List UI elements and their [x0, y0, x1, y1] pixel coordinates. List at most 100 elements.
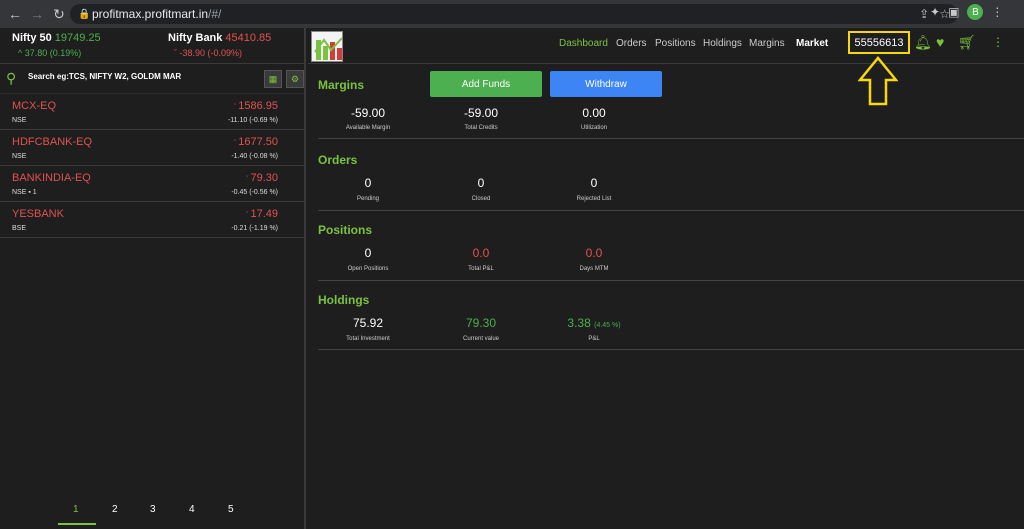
holding-count: 1 [32, 189, 37, 196]
index-name: Nifty Bank [168, 32, 223, 44]
margins-title: Margins [318, 78, 365, 92]
total-investment-label: Total Investment [346, 336, 390, 342]
rejected-orders-label: Rejected List [576, 196, 612, 202]
nav-margins[interactable]: Margins [749, 38, 785, 49]
logo-graphic [312, 32, 342, 61]
days-mtm-value: 0.0 [585, 246, 603, 260]
browser-toolbar: ← → ↻ 🔒 profitmax.profitmart.in/#/ ⇪ ☆ ✦… [0, 0, 1024, 28]
watchlist-price: ˇ 1586.95 [234, 100, 278, 112]
bell-icon[interactable]: 🔔︎ [914, 34, 932, 50]
page-tab-3[interactable]: 3 [150, 504, 156, 515]
watchlist-pagination: 1 2 3 4 5 [0, 498, 306, 528]
divider [318, 349, 1024, 350]
watchlist-exchange: BSE [12, 225, 27, 232]
utilization-label: Utilization [580, 125, 607, 131]
bookmark-star-icon[interactable]: ☆ [939, 7, 950, 21]
index-change-text: 37.80 (0.19%) [24, 48, 82, 58]
utilization-value: 0.00 [582, 106, 606, 120]
watchlist-change: -0.45 (-0.56 %) [231, 189, 278, 196]
back-icon[interactable]: ← [8, 6, 22, 22]
divider [318, 138, 1024, 139]
index-change: ˇ -38.90 (-0.09%) [168, 48, 271, 58]
watchlist-change: -11.10 (-0.69 %) [227, 117, 278, 124]
watchlist-symbol: BANKINDIA-EQ [12, 172, 91, 184]
pending-orders-value[interactable]: 0 [364, 176, 372, 190]
divider [318, 210, 1024, 211]
watchlist-item[interactable]: BANKINDIA-EQ ˇ 79.30 NSE ▪ 1 -0.45 (-0.56… [0, 166, 304, 202]
index-value: 19749.25 [54, 32, 101, 44]
watchlist-symbol: YESBANK [12, 208, 64, 220]
nav-positions[interactable]: Positions [655, 38, 696, 49]
down-caret-icon: ˇ [246, 212, 249, 219]
holdings-pnl-value: 3.38 (4.45 %) [534, 316, 654, 330]
watchlist-symbol: MCX-EQ [12, 100, 56, 112]
brand-logo[interactable] [311, 31, 343, 62]
down-caret-icon: ˇ [246, 176, 249, 183]
price-value: 1586.95 [238, 100, 278, 112]
grid-view-icon[interactable]: ▦ [264, 70, 282, 88]
watchlist-item[interactable]: HDFCBANK-EQ ˇ 1677.50 NSE -1.40 (-0.08 %) [0, 130, 304, 166]
reload-icon[interactable]: ↻ [53, 5, 65, 22]
open-positions-label: Open Positions [347, 266, 389, 272]
price-value: 1677.50 [238, 136, 278, 148]
heart-pulse-icon[interactable]: ♥ [936, 34, 945, 50]
holdings-title: Holdings [318, 293, 370, 307]
divider [318, 280, 1024, 281]
down-caret-icon: ˇ [233, 104, 237, 111]
index-nifty50[interactable]: Nifty 50 19749.25 ^ 37.80 (0.19%) [12, 32, 101, 58]
exchange-text: NSE [12, 189, 27, 196]
share-icon[interactable]: ⇪ [919, 7, 930, 21]
positions-title: Positions [318, 223, 373, 237]
lock-icon: 🔒 [78, 8, 91, 20]
nav-orders[interactable]: Orders [616, 38, 647, 49]
holdings-pnl-label: P&L [588, 336, 600, 342]
open-positions-value[interactable]: 0 [364, 246, 372, 260]
watchlist-price: ˇ 79.30 [246, 172, 278, 184]
index-change-text: -38.90 (-0.09%) [179, 48, 243, 58]
watchlist-change: -0.21 (-1.19 %) [231, 225, 278, 232]
watchlist-item[interactable]: YESBANK ˇ 17.49 BSE -0.21 (-1.19 %) [0, 202, 304, 238]
index-niftybank[interactable]: Nifty Bank 45410.85 ˇ -38.90 (-0.09%) [168, 32, 271, 58]
extensions-icon[interactable]: ✦ [930, 5, 941, 19]
nav-dashboard[interactable]: Dashboard [559, 38, 608, 49]
annotation-arrow-icon [858, 56, 898, 106]
withdraw-button[interactable]: Withdraw [550, 71, 662, 97]
watchlist-item[interactable]: MCX-EQ ˇ 1586.95 NSE -11.10 (-0.69 %) [0, 94, 304, 130]
total-pnl-label: Total P&L [468, 266, 494, 272]
down-caret-icon: ˇ [174, 48, 177, 58]
search-icon: ⚲ [6, 70, 17, 86]
current-value-label: Current value [462, 336, 500, 342]
price-value: 17.49 [250, 208, 278, 220]
watchlist-exchange: NSE ▪ 1 [12, 189, 37, 196]
total-credits-label: Total Credits [464, 125, 498, 131]
index-ticker: Nifty 50 19749.25 ^ 37.80 (0.19%) Nifty B… [0, 28, 304, 64]
closed-orders-value[interactable]: 0 [477, 176, 485, 190]
total-investment-value: 75.92 [352, 316, 384, 330]
search-input[interactable]: Search eg:TCS, NIFTY W2, GOLDM MAR [28, 72, 182, 81]
rejected-orders-value[interactable]: 0 [590, 176, 598, 190]
nav-market[interactable]: Market [796, 38, 829, 49]
index-value: 45410.85 [225, 32, 272, 44]
side-panel-icon[interactable]: ▣ [948, 5, 960, 19]
add-funds-button[interactable]: Add Funds [430, 71, 542, 97]
page-tab-5[interactable]: 5 [228, 504, 234, 515]
watchlist-panel: Nifty 50 19749.25 ^ 37.80 (0.19%) Nifty B… [0, 28, 306, 529]
up-caret-icon: ^ [18, 48, 23, 58]
page-tab-1[interactable]: 1 [73, 504, 79, 515]
page-tab-4[interactable]: 4 [189, 504, 195, 515]
top-navbar: Dashboard Orders Positions Holdings Marg… [308, 28, 1024, 64]
nav-holdings[interactable]: Holdings [703, 38, 742, 49]
settings-gear-icon[interactable]: ⚙ [286, 70, 304, 88]
address-bar[interactable]: 🔒 profitmax.profitmart.in/#/ ⇪ ☆ [70, 4, 958, 24]
watchlist-exchange: NSE [12, 153, 27, 160]
profile-avatar[interactable]: B [967, 4, 984, 20]
watchlist-change: -1.40 (-0.08 %) [231, 153, 278, 160]
closed-orders-label: Closed [471, 196, 491, 202]
total-credits-value: -59.00 [463, 106, 499, 120]
browser-menu-icon[interactable]: ⋮ [991, 5, 1004, 19]
cart-icon[interactable]: 🛒︎ [958, 34, 976, 50]
forward-icon[interactable]: → [30, 6, 44, 22]
account-id[interactable]: 55556613 [848, 31, 910, 54]
page-tab-2[interactable]: 2 [112, 504, 118, 515]
more-menu-icon[interactable]: ⋮ [992, 35, 1004, 49]
